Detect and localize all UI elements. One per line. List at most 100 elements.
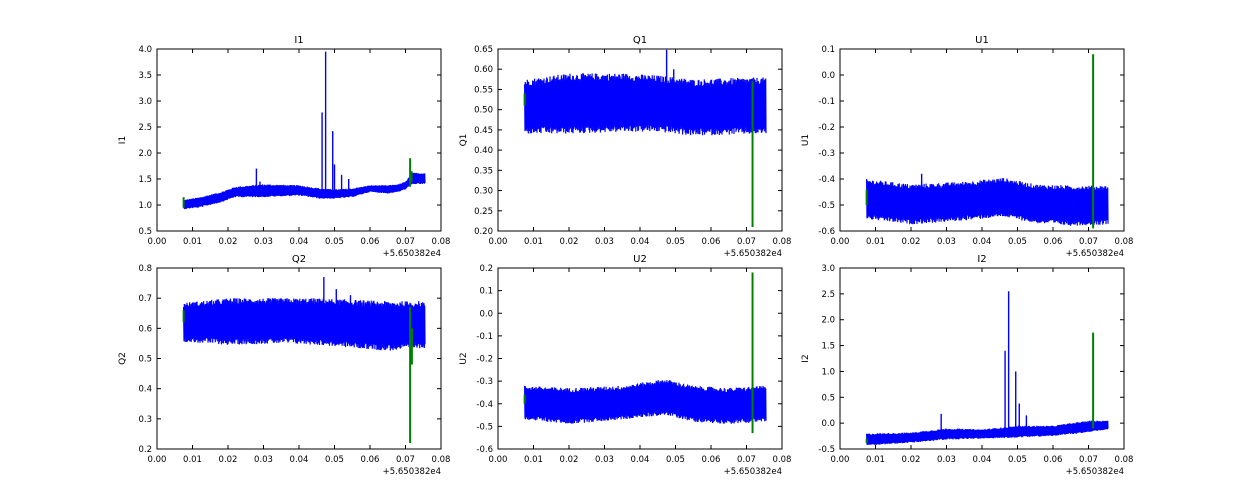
x-tick-label: 0.04 xyxy=(973,237,992,247)
y-tick-label: 0.5 xyxy=(821,393,835,403)
x-tick-label: 0.02 xyxy=(219,455,238,465)
x-tick-label: 0.04 xyxy=(631,237,650,247)
subplot-u2: 0.00 0.01 0.02 0.03 0.04 0.05 0.06 0.07 0.08 -0.6… xyxy=(459,254,791,477)
y-axis-label: U1 xyxy=(801,134,811,146)
x-tick-label: 0.02 xyxy=(560,237,579,247)
x-tick-label: 0.08 xyxy=(432,237,451,247)
x-tick-label: 0.01 xyxy=(866,455,885,465)
subplot-title: I1 xyxy=(294,35,303,46)
x-tick-label: 0.03 xyxy=(937,455,956,465)
y-tick-label: 0.30 xyxy=(474,187,493,197)
y-tick-label: -0.4 xyxy=(476,400,493,410)
y-tick-label: -0.4 xyxy=(818,175,835,185)
x-tick-label: 0.05 xyxy=(325,455,344,465)
series-line xyxy=(523,73,767,136)
x-tick-label: 0.00 xyxy=(148,237,167,247)
y-tick-label: 0.5 xyxy=(138,355,152,365)
series-0-blue xyxy=(183,277,426,351)
y-axis-label: I1 xyxy=(118,136,128,144)
x-tick-label: 0.00 xyxy=(489,455,508,465)
x-tick-label: 0.03 xyxy=(937,237,956,247)
y-tick-label: -0.1 xyxy=(476,332,493,342)
x-tick-label: 0.07 xyxy=(1079,455,1098,465)
subplot-q1: 0.00 0.01 0.02 0.03 0.04 0.05 0.06 0.07 0.08 0.20… xyxy=(459,35,791,259)
y-tick-label: 0.6 xyxy=(138,324,152,334)
y-tick-label: 0.5 xyxy=(138,227,152,237)
x-tick-label: 0.06 xyxy=(702,237,721,247)
x-tick-label: 0.00 xyxy=(148,455,167,465)
x-tick-label: 0.06 xyxy=(1044,455,1063,465)
y-axis-label: Q1 xyxy=(459,134,469,147)
plot-area xyxy=(523,272,767,434)
y-tick-label: 0.2 xyxy=(138,445,152,455)
x-tick-label: 0.08 xyxy=(1115,455,1134,465)
x-tick-label: 0.01 xyxy=(183,455,202,465)
x-tick-label: 0.05 xyxy=(1008,237,1027,247)
y-tick-label: 3.0 xyxy=(821,264,835,274)
subplot-u1: 0.00 0.01 0.02 0.03 0.04 0.05 0.06 0.07 0.08 -0.6… xyxy=(801,35,1133,259)
y-tick-label: 0.2 xyxy=(479,264,493,274)
x-tick-label: 0.00 xyxy=(831,455,850,465)
x-tick-label: 0.06 xyxy=(1044,237,1063,247)
y-tick-label: -0.1 xyxy=(818,97,835,107)
x-tick-label: 0.04 xyxy=(631,455,650,465)
y-tick-label: 0.1 xyxy=(821,45,835,55)
y-tick-label: 0.7 xyxy=(138,294,152,304)
y-tick-label: 2.0 xyxy=(821,316,835,326)
y-tick-label: -0.6 xyxy=(476,445,493,455)
series-0-blue xyxy=(866,173,1109,226)
y-tick-label: -0.3 xyxy=(818,149,835,159)
subplot-title: Q2 xyxy=(292,254,306,265)
x-tick-label: 0.08 xyxy=(432,455,451,465)
y-tick-label: 3.5 xyxy=(138,71,152,81)
y-tick-label: 2.5 xyxy=(138,123,152,133)
x-offset-label: +5.650382e4 xyxy=(724,249,782,259)
subplot-title: U2 xyxy=(633,254,647,265)
series-1-green xyxy=(523,81,754,227)
series-1-green xyxy=(865,54,1095,229)
subplot-title: Q1 xyxy=(633,35,647,46)
x-tick-label: 0.07 xyxy=(396,237,415,247)
x-offset-label: +5.650382e4 xyxy=(1066,249,1124,259)
x-tick-label: 0.04 xyxy=(290,237,309,247)
x-tick-label: 0.02 xyxy=(219,237,238,247)
subplot-i1: 0.00 0.01 0.02 0.03 0.04 0.05 0.06 0.07 0.08 0.5 1… xyxy=(118,35,450,259)
plot-area xyxy=(523,49,767,227)
x-tick-label: 0.07 xyxy=(396,455,415,465)
series-line xyxy=(524,380,767,424)
y-tick-label: 1.5 xyxy=(138,175,152,185)
axes-frame xyxy=(839,267,1125,450)
axes-frame xyxy=(497,267,783,450)
y-tick-label: 1.5 xyxy=(821,342,835,352)
series-1-green xyxy=(523,272,754,434)
y-tick-label: -0.5 xyxy=(818,445,835,455)
x-tick-label: 0.04 xyxy=(290,455,309,465)
y-tick-label: 0.50 xyxy=(474,106,493,116)
x-tick-label: 0.03 xyxy=(595,237,614,247)
axes-frame xyxy=(156,267,442,450)
y-tick-label: 0.0 xyxy=(821,419,835,429)
subplot-i2: 0.00 0.01 0.02 0.03 0.04 0.05 0.06 0.07 0.08 -0.5… xyxy=(801,254,1133,477)
series-line xyxy=(183,298,426,351)
y-axis-label: U2 xyxy=(459,352,469,364)
y-tick-label: 0.0 xyxy=(479,309,493,319)
x-offset-label: +5.650382e4 xyxy=(383,467,441,477)
x-tick-label: 0.03 xyxy=(595,455,614,465)
x-tick-label: 0.06 xyxy=(361,237,380,247)
y-tick-label: 0.45 xyxy=(474,126,493,136)
series-0-blue xyxy=(866,291,1109,445)
subplot-title: I2 xyxy=(977,254,986,265)
y-tick-label: 0.65 xyxy=(474,45,493,55)
series-0-blue xyxy=(524,380,767,424)
y-tick-label: 0.0 xyxy=(821,71,835,81)
x-tick-label: 0.01 xyxy=(183,237,202,247)
x-tick-label: 0.05 xyxy=(325,237,344,247)
x-offset-label: +5.650382e4 xyxy=(1066,467,1124,477)
x-tick-label: 0.02 xyxy=(902,237,921,247)
x-tick-label: 0.01 xyxy=(524,455,543,465)
x-offset-label: +5.650382e4 xyxy=(724,467,782,477)
x-tick-label: 0.07 xyxy=(737,455,756,465)
x-tick-label: 0.05 xyxy=(1008,455,1027,465)
x-tick-label: 0.02 xyxy=(560,455,579,465)
